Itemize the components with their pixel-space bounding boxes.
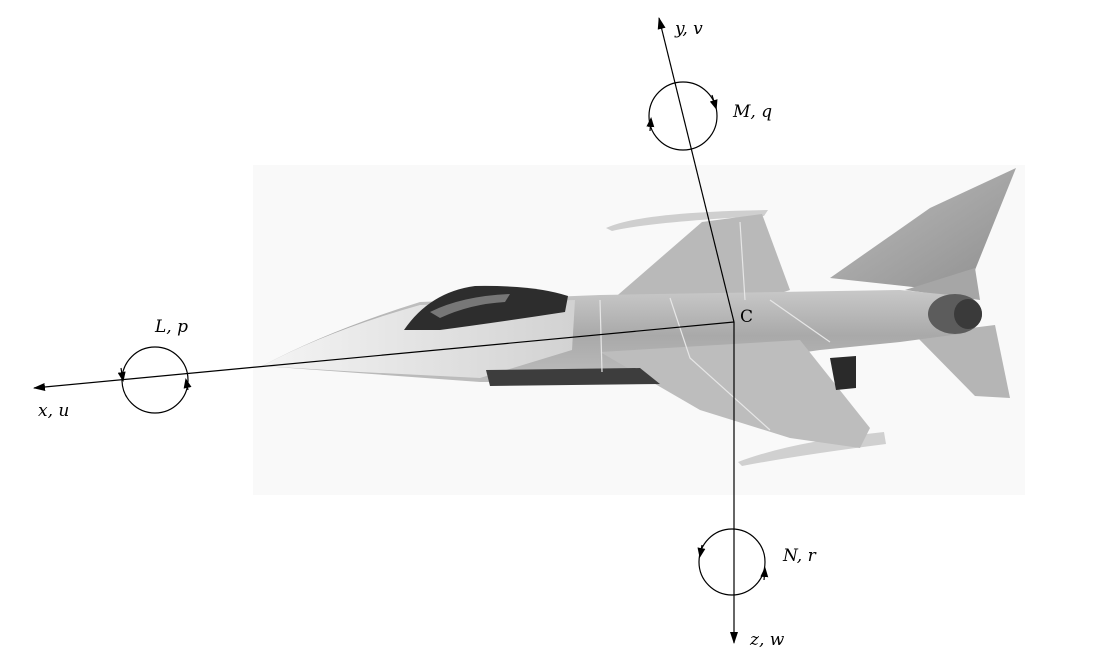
x-axis-label: x, u [38,401,69,421]
y-axis-arrow [657,17,735,323]
roll-moment-circle [117,346,192,414]
canopy [404,285,568,330]
fighter-jet-image [262,168,1016,466]
pitch-moment-label: M, q [732,102,772,122]
panel-lines [599,221,831,431]
vertical-tail [830,168,1016,290]
lower-stabilizer [915,325,1010,398]
yaw-moment-circle [697,528,769,596]
lower-wing [600,340,870,448]
upper-stabilizer [905,268,980,300]
nozzle-exit [954,299,982,329]
roll-moment-label: L, p [154,317,188,337]
y-axis-label: y, v [674,19,703,39]
canopy-glare [430,294,510,318]
pitch-moment-circle [646,81,718,151]
center-of-gravity-label: C [740,307,753,327]
upper-wing [612,214,790,300]
intake-shadow [486,368,660,386]
z-axis-label: z, w [749,630,785,650]
x-axis-arrow [33,321,735,391]
yaw-moment-label: N, r [782,546,817,566]
ventral-shadow [830,356,856,390]
upper-wingtip-missile [606,210,768,231]
